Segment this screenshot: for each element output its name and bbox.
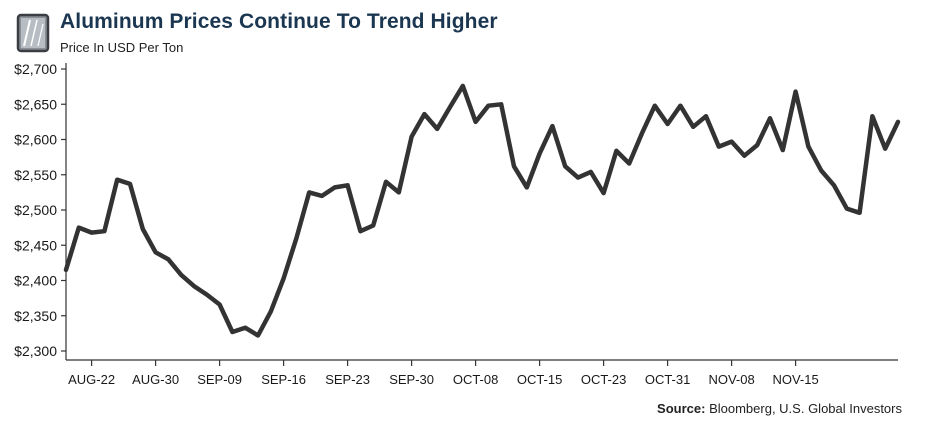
y-tick-label: $2,700	[14, 61, 57, 77]
y-tick-label: $2,450	[14, 237, 57, 253]
price-series-line	[63, 83, 901, 338]
source-label: Source:	[657, 401, 706, 416]
source-note: Source: Bloomberg, U.S. Global Investors	[657, 401, 902, 416]
x-tick-label: SEP-09	[197, 372, 242, 387]
x-tick-label: OCT-08	[453, 372, 499, 387]
x-tick-label: AUG-22	[68, 372, 115, 387]
y-tick-label: $2,350	[14, 308, 57, 324]
y-tick-label: $2,550	[14, 167, 57, 183]
y-tick-label: $2,600	[14, 132, 57, 148]
x-tick-label: OCT-23	[581, 372, 627, 387]
x-tick-label: OCT-15	[517, 372, 563, 387]
chart-subtitle: Price In USD Per Ton	[60, 40, 184, 55]
y-tick-label: $2,650	[14, 96, 57, 112]
y-tick-label: $2,500	[14, 202, 57, 218]
source-text: Bloomberg, U.S. Global Investors	[709, 401, 902, 416]
y-tick-label: $2,300	[14, 343, 57, 359]
aluminum-sheet-icon	[16, 12, 52, 54]
y-tick-label: $2,400	[14, 273, 57, 289]
x-tick-label: OCT-31	[645, 372, 691, 387]
chart-title: Aluminum Prices Continue To Trend Higher	[60, 10, 498, 33]
x-tick-label: SEP-30	[389, 372, 434, 387]
x-tick-label: SEP-16	[261, 372, 306, 387]
x-tick-label: NOV-08	[708, 372, 754, 387]
x-tick-label: NOV-15	[772, 372, 818, 387]
x-tick-label: SEP-23	[325, 372, 370, 387]
x-tick-label: AUG-30	[132, 372, 179, 387]
